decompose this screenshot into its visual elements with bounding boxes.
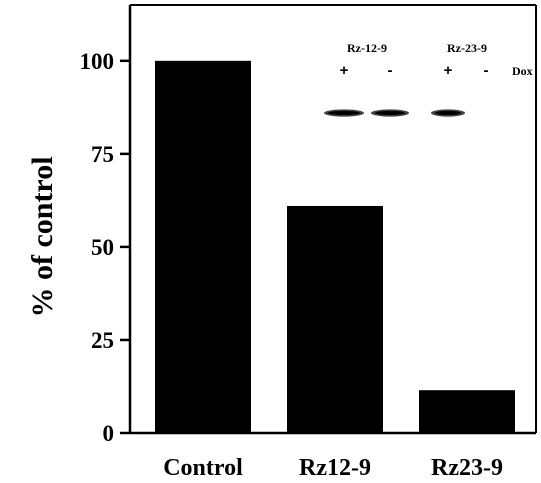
blot-band-core bbox=[435, 111, 461, 115]
blot-lane-sign: - bbox=[484, 62, 489, 79]
blot-band-core bbox=[375, 111, 405, 115]
bars-group bbox=[155, 60, 515, 434]
bar-control bbox=[155, 60, 251, 434]
blot-treatment-label: Dox bbox=[512, 64, 533, 78]
y-axis-label: % of control bbox=[26, 156, 59, 317]
y-ticks-group: 0 25 50 75 100 bbox=[80, 49, 130, 446]
blot-lane-sign: + bbox=[340, 62, 349, 79]
y-tick-label: 50 bbox=[91, 235, 114, 260]
axes-group bbox=[128, 4, 537, 435]
x-ticks-group: Control Rz12-9 Rz23-9 bbox=[163, 455, 503, 481]
blot-band-core bbox=[328, 111, 360, 115]
y-tick-label: 75 bbox=[91, 142, 114, 167]
bar-rz23-9 bbox=[419, 390, 515, 433]
y-tick-label: 25 bbox=[91, 328, 114, 353]
x-tick-label: Rz12-9 bbox=[299, 455, 371, 481]
blot-group-label: Rz-12-9 bbox=[347, 41, 387, 55]
bar-rz12-9 bbox=[287, 205, 383, 433]
blot-group-label: Rz-23-9 bbox=[447, 41, 487, 55]
western-blot-inset: Rz-12-9 Rz-23-9 + - + - Dox bbox=[324, 41, 533, 117]
y-tick-label: 100 bbox=[80, 49, 115, 74]
blot-lane-sign: - bbox=[388, 62, 393, 79]
x-tick-label: Rz23-9 bbox=[431, 455, 503, 481]
blot-lane-sign: + bbox=[444, 62, 453, 79]
x-tick-label: Control bbox=[163, 455, 243, 481]
y-tick-label: 0 bbox=[103, 421, 115, 446]
